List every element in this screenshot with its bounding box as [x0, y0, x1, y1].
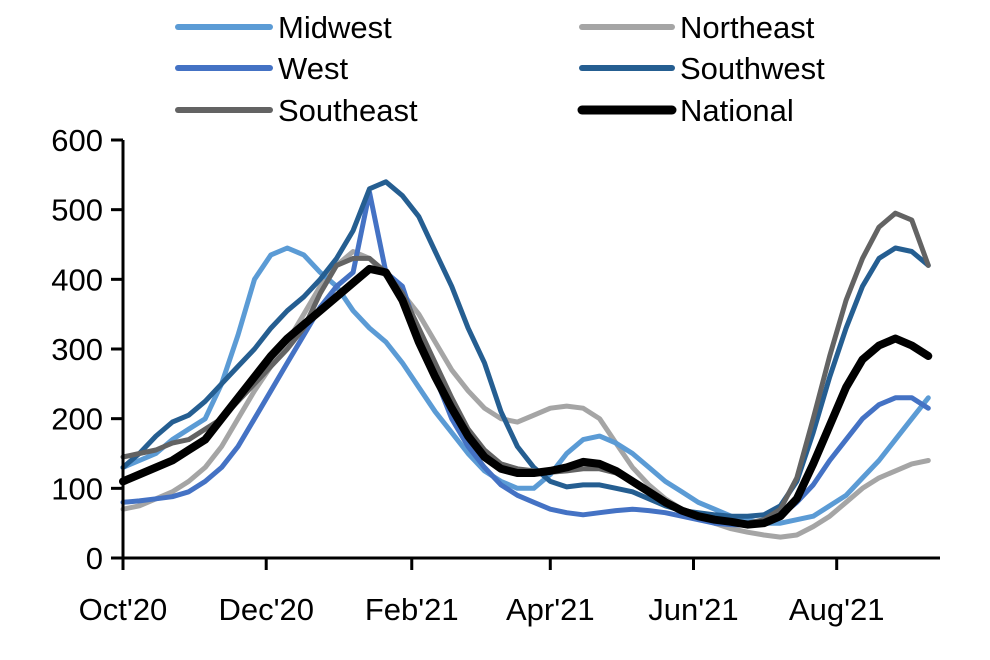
legend-item-national: National — [577, 93, 794, 128]
legend-item-southwest: Southwest — [579, 51, 825, 86]
y-tick-label: 100 — [51, 471, 103, 506]
y-tick-label: 500 — [51, 193, 103, 228]
legend-item-southeast: Southeast — [175, 93, 418, 128]
series-line-national — [119, 264, 933, 529]
x-axis-ticks: Oct'20 Dec'20 Feb'21 Apr'21 Jun'21 Aug'21 — [79, 558, 885, 627]
legend-label: National — [680, 93, 794, 128]
x-tick-label: Feb'21 — [365, 592, 459, 627]
y-tick-label: 400 — [51, 262, 103, 297]
legend-item-west: West — [175, 51, 348, 86]
legend-label: Southeast — [278, 93, 418, 128]
x-tick-label: Jun'21 — [648, 592, 738, 627]
legend-item-northeast: Northeast — [579, 10, 815, 45]
y-axis-ticks: 0 100 200 300 400 500 600 — [51, 123, 123, 576]
series-line-northeast — [120, 249, 931, 540]
legend-label: West — [278, 51, 348, 86]
x-tick-label: Dec'20 — [218, 592, 314, 627]
legend-label: Southwest — [680, 51, 825, 86]
x-tick-label: Oct'20 — [79, 592, 168, 627]
legend-label: Northeast — [680, 10, 815, 45]
legend-item-midwest: Midwest — [175, 10, 392, 45]
y-tick-label: 600 — [51, 123, 103, 158]
x-tick-label: Apr'21 — [506, 592, 595, 627]
legend-label: Midwest — [278, 10, 392, 45]
legend: Midwest Northeast West Southwest Southeast Na… — [175, 10, 825, 128]
y-tick-label: 0 — [86, 541, 103, 576]
x-tick-label: Aug'21 — [789, 592, 885, 627]
series-line-midwest — [120, 245, 931, 526]
series-line-southwest — [120, 179, 931, 519]
y-tick-label: 300 — [51, 332, 103, 367]
axes — [111, 140, 940, 570]
series-layer — [119, 179, 933, 540]
y-tick-label: 200 — [51, 402, 103, 437]
